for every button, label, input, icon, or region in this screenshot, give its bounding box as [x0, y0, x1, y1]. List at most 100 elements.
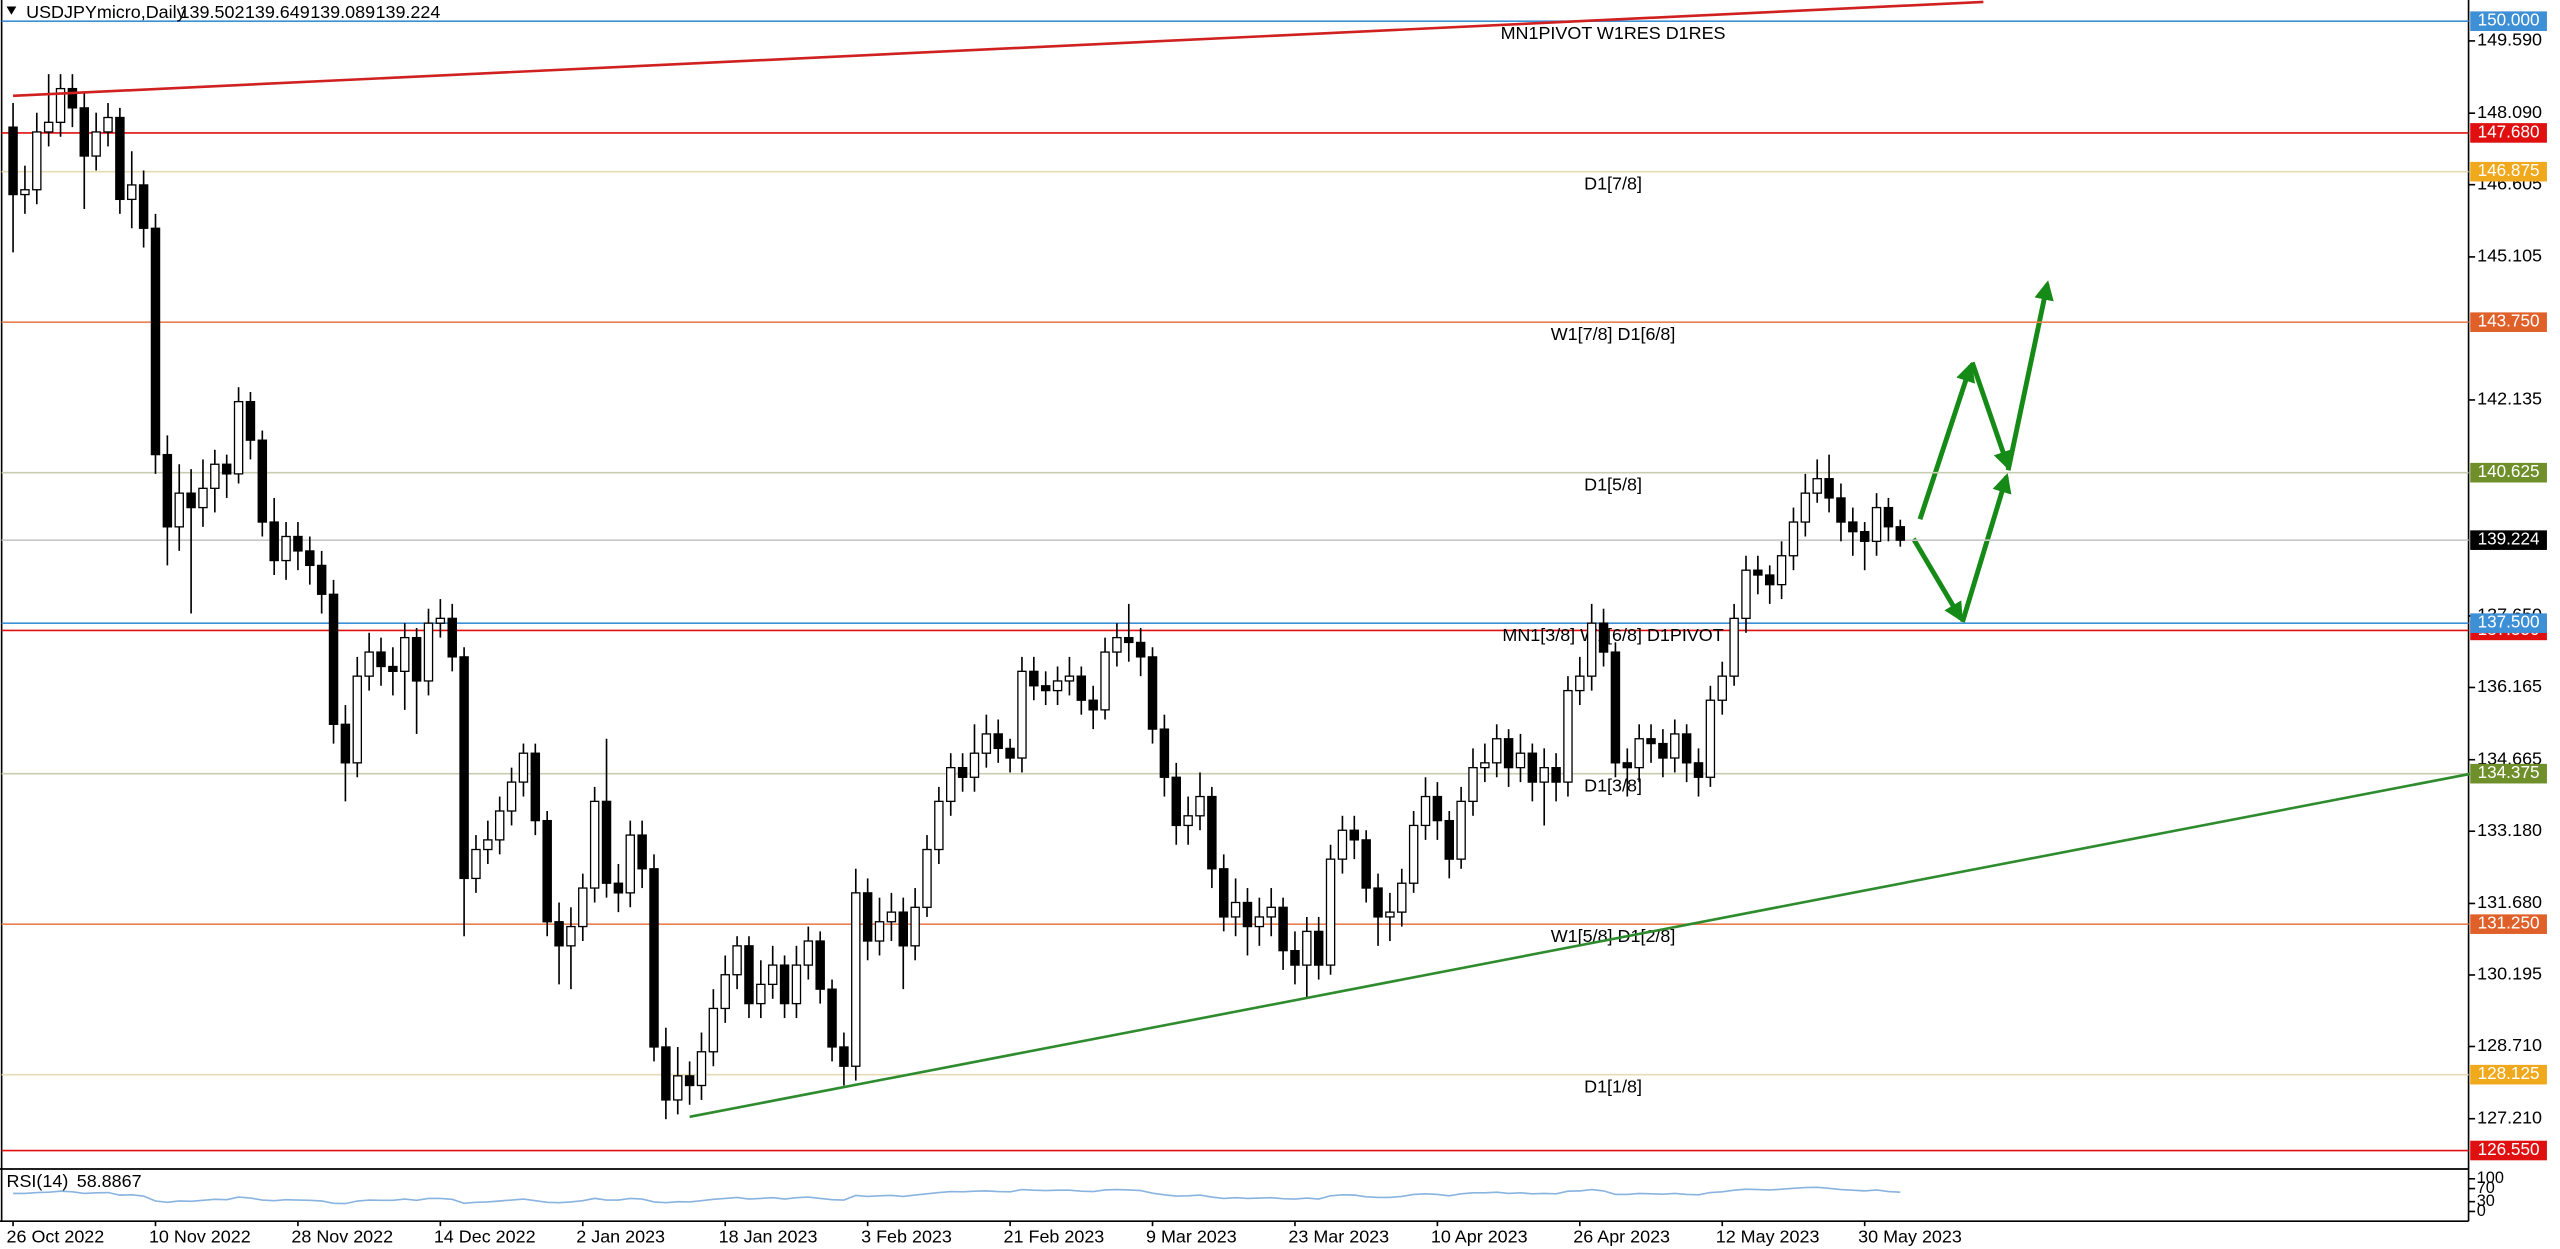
forecast-arrow	[1969, 361, 2013, 471]
price-box-label: 134.375	[2478, 762, 2540, 782]
candle-body	[767, 964, 778, 986]
candle-body	[1349, 829, 1360, 841]
header-high: 139.649	[245, 2, 310, 22]
candle-body	[293, 535, 303, 552]
forecast-arrow	[2005, 280, 2054, 471]
level-name: W1[7/8] D1[6/8]	[1551, 324, 1676, 344]
candle-body	[601, 800, 612, 884]
candle-body	[874, 921, 885, 942]
x-tick-label: 3 Feb 2023	[861, 1226, 952, 1246]
y-tick-label: 134.665	[2477, 748, 2542, 768]
price-box	[2470, 11, 2547, 31]
candle-body	[1242, 901, 1253, 928]
candle-body	[1112, 636, 1122, 653]
candle-body	[1800, 492, 1811, 523]
candle-body	[79, 107, 90, 157]
candle-body	[1088, 699, 1098, 711]
candle-body	[162, 453, 173, 528]
level-name: MN1[3/8] W1[6/8] D1PIVOT	[1502, 625, 1723, 645]
candle-body	[696, 1051, 707, 1087]
candle-body	[946, 766, 956, 803]
forecast-arrow	[1911, 537, 1963, 623]
forecast-arrow	[1917, 361, 1976, 520]
candle-body	[494, 810, 505, 841]
candle-body	[447, 617, 457, 658]
y-tick-label: 133.180	[2477, 820, 2542, 840]
candle-body	[435, 617, 446, 624]
price-box	[2470, 1140, 2547, 1161]
level-name: W1[5/8] D1[2/8]	[1551, 926, 1676, 946]
y-tick-label: 136.165	[2477, 676, 2542, 696]
candle-body	[566, 925, 576, 947]
candle-body	[1812, 478, 1822, 494]
candle-body	[186, 492, 196, 509]
candle-body	[1622, 762, 1633, 769]
candle-body	[886, 911, 897, 923]
candle-body	[281, 535, 291, 562]
candle-body	[1503, 738, 1514, 769]
rsi-line	[13, 1186, 1901, 1205]
price-box-label: 128.125	[2478, 1063, 2540, 1083]
price-box-label: 143.750	[2478, 311, 2540, 331]
candle-body	[1052, 680, 1063, 692]
candle-body	[1658, 742, 1668, 759]
candle-body	[316, 564, 327, 595]
candle-body	[732, 945, 742, 976]
candle-body	[1586, 622, 1597, 677]
candle-body	[898, 911, 908, 947]
candle-body	[1468, 766, 1478, 803]
candle-body	[328, 593, 339, 725]
candle-body	[1313, 930, 1324, 966]
chart-title: USDJPYmicro,Daily	[26, 2, 185, 22]
candle-body	[210, 463, 220, 489]
candle-body	[1147, 656, 1158, 730]
candle-body	[340, 723, 351, 764]
level-name: D1[5/8]	[1584, 474, 1642, 494]
header-low: 139.089	[310, 2, 375, 22]
candle-body	[779, 964, 790, 1005]
price-box-label: 147.680	[2478, 121, 2540, 141]
candle-body	[1848, 521, 1858, 533]
candle-body	[1432, 795, 1443, 822]
candle-body	[1563, 689, 1573, 783]
candle-body	[1230, 901, 1241, 918]
candle-body	[1681, 733, 1692, 764]
menu-triangle[interactable]	[6, 6, 17, 15]
x-tick-label: 21 Feb 2023	[1004, 1226, 1105, 1246]
price-box-label: 140.625	[2478, 461, 2540, 481]
header-open: 139.502	[180, 2, 245, 22]
x-tick-label: 26 Oct 2022	[7, 1226, 105, 1246]
candle-body	[1029, 670, 1039, 687]
candle-body	[1183, 815, 1193, 827]
candle-body	[1017, 670, 1027, 759]
candle-body	[862, 892, 873, 942]
candle-body	[257, 439, 268, 523]
last-price-label: 139.224	[2478, 529, 2540, 549]
candle-body	[1871, 506, 1882, 542]
level-name: D1[1/8]	[1584, 1076, 1642, 1096]
candle-body	[815, 940, 825, 990]
candle-body	[851, 892, 861, 1067]
candle-body	[103, 116, 113, 133]
rsi-tick-label: 0	[2477, 1202, 2486, 1220]
candle-body	[1598, 622, 1609, 653]
y-tick-label: 128.710	[2477, 1035, 2542, 1055]
x-tick-label: 10 Apr 2023	[1431, 1226, 1528, 1246]
candle-body	[32, 131, 42, 191]
price-box-label: 150.000	[2478, 10, 2540, 30]
y-tick-label: 149.590	[2477, 30, 2542, 50]
candle-body	[423, 622, 434, 682]
price-box-label: 146.875	[2478, 160, 2540, 180]
candle-body	[1456, 800, 1466, 860]
candle-body	[518, 752, 529, 783]
candle-body	[1836, 497, 1846, 523]
candle-body	[1278, 906, 1288, 952]
candle-body	[1290, 949, 1300, 966]
candle-body	[1729, 617, 1739, 677]
candle-body	[673, 1075, 683, 1101]
candle-body	[352, 675, 363, 764]
candle-body	[411, 636, 422, 682]
candle-body	[1492, 738, 1502, 764]
candle-body	[1100, 651, 1110, 711]
